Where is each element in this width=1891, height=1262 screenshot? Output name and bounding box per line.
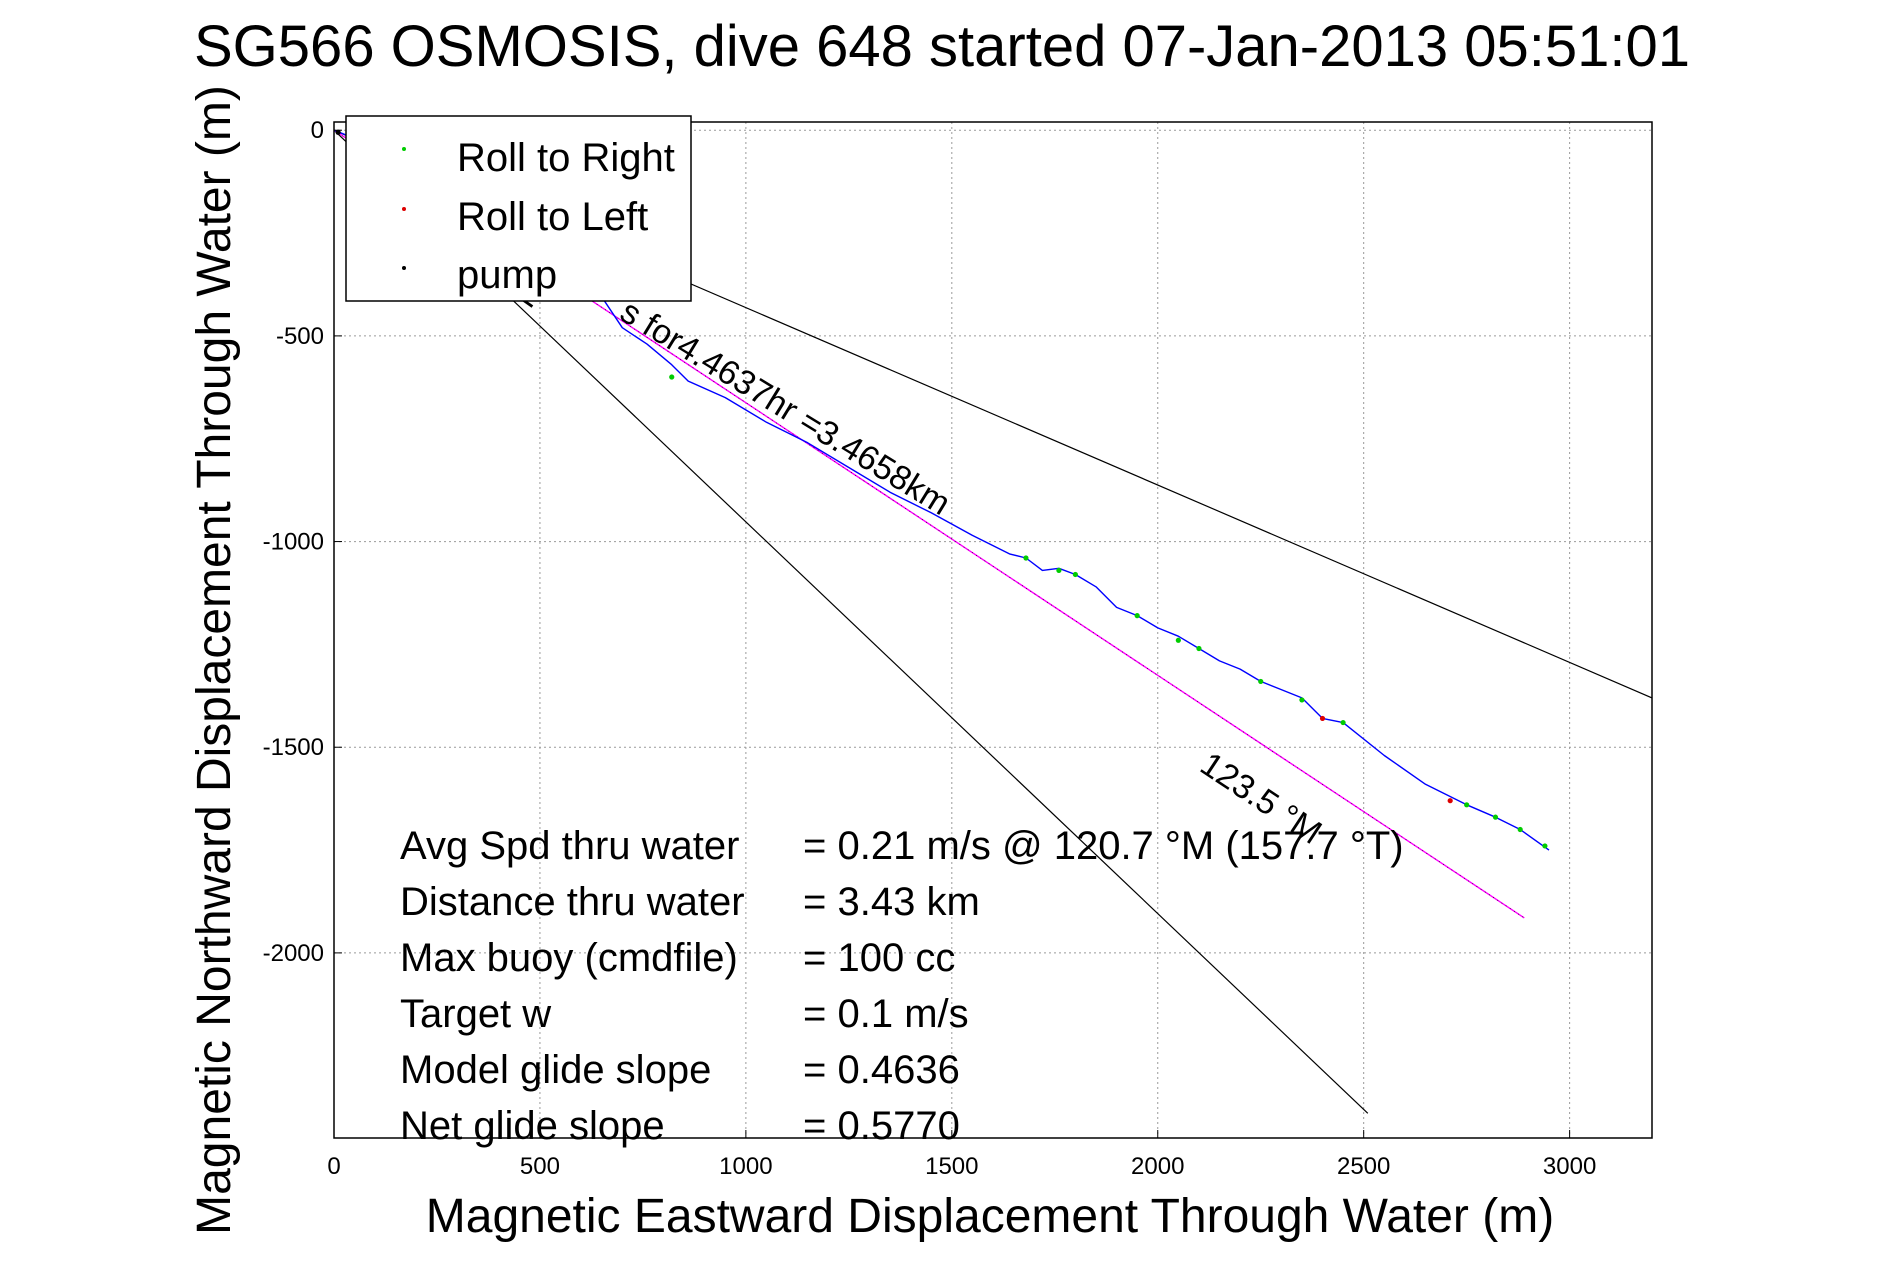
roll-right-point — [1258, 678, 1264, 685]
y-tick-label: -500 — [276, 323, 324, 350]
x-tick-label: 1000 — [719, 1153, 772, 1180]
y-tick-label: -1000 — [263, 529, 324, 556]
y-tick-label: 0 — [311, 117, 324, 144]
roll-right-point — [1175, 637, 1181, 643]
roll-right-point — [1464, 802, 1470, 808]
chart-title: SG566 OSMOSIS, dive 648 started 07-Jan-2… — [194, 14, 1690, 79]
x-tick-label: 2000 — [1131, 1153, 1184, 1180]
roll-left-point — [1447, 798, 1453, 804]
stat-label: Model glide slope — [400, 1048, 711, 1092]
x-axis-label: Magnetic Eastward Displacement Through W… — [426, 1190, 1554, 1243]
x-tick-label: 0 — [327, 1153, 340, 1180]
stat-value: = 0.4636 — [803, 1048, 960, 1092]
stat-value: = 3.43 km — [803, 880, 980, 924]
legend-marker-pump — [402, 266, 406, 270]
x-tick-label: 500 — [520, 1153, 560, 1180]
roll-right-point — [1023, 555, 1029, 561]
legend-marker-roll-right — [402, 147, 406, 151]
stat-value: = 0.21 m/s @ 120.7 °M (157.7 °T) — [803, 824, 1404, 868]
stat-label: Distance thru water — [400, 880, 745, 924]
plot-frame — [333, 121, 1653, 1139]
legend-label-roll-left: Roll to Left — [457, 195, 648, 239]
x-tick-label: 1500 — [925, 1153, 978, 1180]
y-tick-label: -2000 — [263, 940, 324, 967]
grid — [334, 122, 1652, 1138]
roll-right-point — [1492, 814, 1499, 820]
roll-right-point — [1072, 571, 1078, 578]
y-tick-label: -1500 — [263, 734, 324, 761]
x-tick-label: 3000 — [1543, 1153, 1596, 1180]
roll-right-point — [1134, 613, 1140, 619]
legend: Roll to Right Roll to Left pump — [345, 115, 692, 302]
stat-label: Target w — [400, 992, 551, 1036]
legend-label-roll-right: Roll to Right — [457, 136, 675, 180]
roll-right-point — [1517, 826, 1523, 833]
roll-right-point — [1542, 843, 1548, 849]
pump-point — [335, 129, 341, 135]
y-axis-label: Magnetic Northward Displacement Through … — [188, 85, 241, 1235]
legend-label-pump: pump — [457, 253, 557, 297]
x-tick-label: 2500 — [1337, 1153, 1390, 1180]
stat-label: Net glide slope — [400, 1104, 665, 1148]
legend-marker-roll-left — [402, 207, 406, 211]
markers — [335, 129, 1548, 849]
x-tick-labels: 0 500 1000 1500 2000 2500 3000 — [327, 1130, 1596, 1180]
roll-left-point — [1319, 715, 1326, 722]
stat-value: = 0.1 m/s — [803, 992, 969, 1036]
roll-right-point — [1340, 719, 1346, 726]
roll-right-point — [1056, 567, 1062, 573]
stats-block: Avg Spd thru water = 0.21 m/s @ 120.7 °M… — [400, 824, 1404, 1148]
roll-right-point — [669, 374, 675, 380]
stat-value: = 100 cc — [803, 936, 955, 980]
stat-label: Max buoy (cmdfile) — [400, 936, 738, 980]
roll-right-point — [1196, 645, 1202, 652]
series — [333, 129, 1550, 851]
stat-label: Avg Spd thru water — [400, 824, 739, 868]
glider-track-line — [333, 129, 1550, 851]
roll-right-point — [1299, 697, 1305, 703]
y-tick-labels: 0 -500 -1000 -1500 -2000 — [263, 117, 342, 967]
stat-value: = 0.5770 — [803, 1104, 960, 1148]
